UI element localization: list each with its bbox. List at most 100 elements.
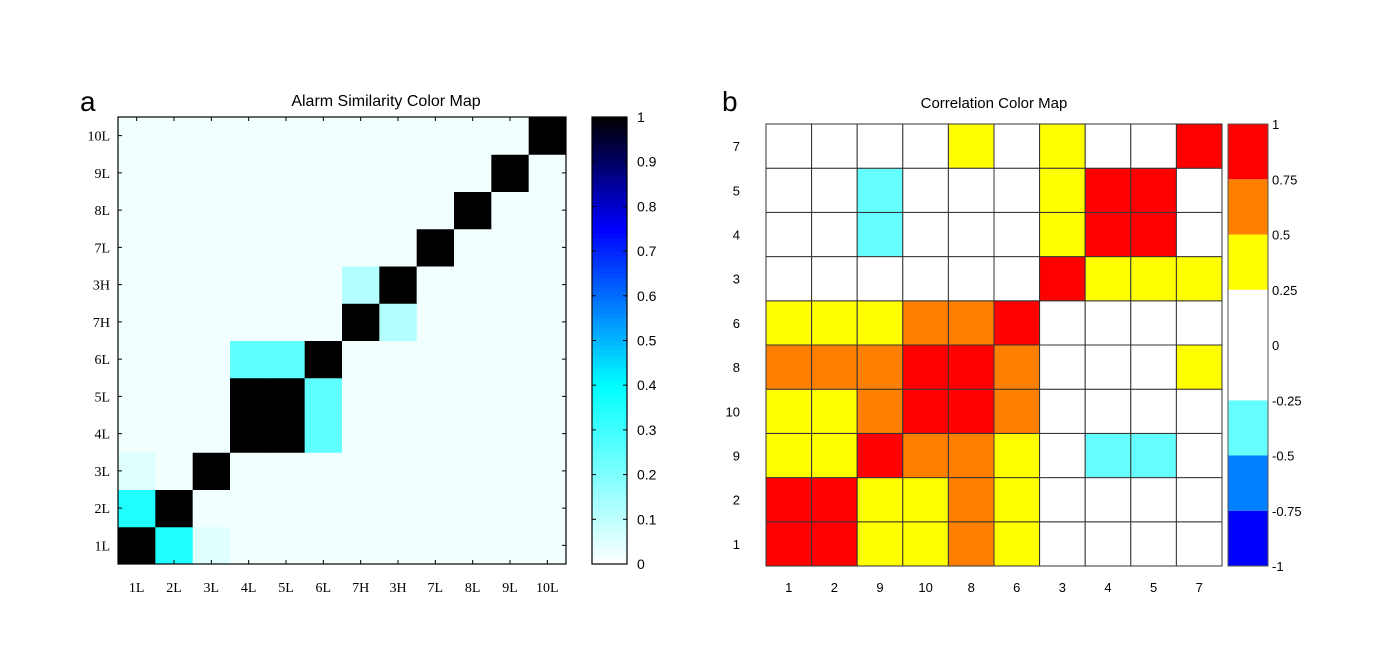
heatmap-cell bbox=[454, 526, 492, 565]
heatmap-cell bbox=[416, 526, 455, 565]
heatmap-cell bbox=[342, 415, 380, 453]
colorbar-tick-label: 0.8 bbox=[637, 198, 657, 214]
heatmap-cell bbox=[118, 303, 156, 341]
heatmap-cell bbox=[765, 256, 813, 302]
y-tick-label: 2 bbox=[733, 493, 740, 508]
heatmap-cell bbox=[1130, 123, 1177, 169]
heatmap-cell bbox=[416, 303, 455, 341]
heatmap-cell bbox=[342, 340, 380, 379]
colorbar-tick-label: 0 bbox=[637, 556, 645, 572]
heatmap-cell bbox=[342, 266, 380, 304]
colorbar-segment bbox=[592, 300, 627, 306]
heatmap-cell bbox=[993, 388, 1041, 434]
heatmap-cell bbox=[304, 452, 343, 490]
heatmap-cell bbox=[155, 415, 194, 453]
heatmap-cell bbox=[902, 256, 949, 302]
colorbar-segment bbox=[592, 492, 627, 498]
panel-a-cells bbox=[118, 117, 567, 565]
heatmap-cell bbox=[491, 415, 530, 453]
heatmap-cell bbox=[811, 300, 858, 346]
y-tick-label: 10L bbox=[87, 130, 110, 145]
heatmap-cell bbox=[118, 526, 156, 565]
colorbar-segment bbox=[592, 546, 627, 552]
heatmap-cell bbox=[304, 340, 343, 379]
colorbar-segment bbox=[592, 389, 627, 395]
colorbar-segment bbox=[592, 510, 627, 516]
heatmap-cell bbox=[1130, 477, 1177, 523]
x-tick-label: 1 bbox=[785, 580, 792, 595]
colorbar-segment bbox=[592, 394, 627, 400]
heatmap-cell bbox=[993, 521, 1041, 567]
x-tick-label: 6 bbox=[1013, 580, 1020, 595]
heatmap-cell bbox=[1175, 521, 1223, 567]
x-tick-label: 5 bbox=[1150, 580, 1157, 595]
colorbar-segment bbox=[592, 206, 627, 212]
heatmap-cell bbox=[1130, 388, 1177, 434]
heatmap-cell bbox=[856, 477, 904, 523]
heatmap-cell bbox=[1175, 123, 1223, 169]
heatmap-cell bbox=[416, 191, 455, 230]
x-tick-label: 7H bbox=[352, 581, 369, 596]
colorbar-bin bbox=[1228, 400, 1268, 456]
heatmap-cell bbox=[1039, 300, 1086, 346]
heatmap-cell bbox=[155, 377, 194, 416]
colorbar-segment bbox=[592, 179, 627, 185]
heatmap-cell bbox=[267, 191, 306, 230]
heatmap-cell bbox=[765, 521, 813, 567]
colorbar-segment bbox=[592, 496, 627, 503]
heatmap-cell bbox=[192, 228, 231, 267]
heatmap-cell bbox=[342, 303, 380, 341]
colorbar-tick-label: 0.2 bbox=[637, 467, 657, 483]
heatmap-cell bbox=[454, 340, 492, 379]
colorbar-tick-label: 0.5 bbox=[637, 333, 657, 349]
panel-b-correlation: b Correlation Color Map 1 2 9 10 8 6 3 4 5 712910… bbox=[722, 86, 1302, 595]
panel-a-title: Alarm Similarity Color Map bbox=[291, 93, 480, 110]
heatmap-cell bbox=[947, 300, 995, 346]
colorbar-segment bbox=[592, 148, 627, 154]
heatmap-cell bbox=[491, 452, 530, 490]
colorbar-segment bbox=[592, 117, 627, 123]
heatmap-cell bbox=[118, 228, 156, 267]
colorbar-segment bbox=[592, 331, 627, 337]
colorbar-segment bbox=[592, 170, 627, 176]
heatmap-cell bbox=[765, 300, 813, 346]
heatmap-cell bbox=[454, 303, 492, 341]
heatmap-cell bbox=[765, 432, 813, 479]
colorbar-segment bbox=[592, 398, 627, 404]
heatmap-cell bbox=[267, 266, 306, 304]
heatmap-cell bbox=[765, 167, 813, 213]
heatmap-cell bbox=[342, 452, 380, 490]
heatmap-cell bbox=[230, 191, 268, 230]
heatmap-cell bbox=[342, 228, 380, 267]
heatmap-cell bbox=[765, 344, 813, 390]
colorbar-segment bbox=[592, 505, 627, 511]
heatmap-cell bbox=[342, 377, 380, 416]
x-tick-label: 9 bbox=[876, 580, 883, 595]
heatmap-cell bbox=[267, 452, 306, 490]
heatmap-cell bbox=[528, 377, 567, 416]
colorbar-segment bbox=[592, 327, 627, 333]
heatmap-cell bbox=[947, 211, 995, 258]
heatmap-cell bbox=[1175, 211, 1223, 258]
y-tick-label: 1 bbox=[733, 537, 740, 552]
x-tick-label: 2 bbox=[831, 580, 838, 595]
heatmap-cell bbox=[856, 300, 904, 346]
heatmap-cell bbox=[811, 167, 858, 213]
colorbar-segment bbox=[592, 161, 627, 167]
heatmap-cell bbox=[1175, 344, 1223, 390]
colorbar-tick-label: 0.3 bbox=[637, 422, 657, 438]
heatmap-cell bbox=[993, 300, 1041, 346]
colorbar-segment bbox=[592, 237, 627, 243]
heatmap-cell bbox=[304, 117, 343, 155]
colorbar-segment bbox=[592, 313, 627, 319]
x-tick-label: 9L bbox=[502, 581, 518, 596]
heatmap-cell bbox=[856, 344, 904, 390]
heatmap-cell bbox=[811, 432, 858, 479]
y-tick-label: 9 bbox=[733, 449, 740, 464]
colorbar-segment bbox=[592, 322, 627, 328]
heatmap-cell bbox=[491, 154, 530, 192]
heatmap-cell bbox=[947, 477, 995, 523]
heatmap-cell bbox=[528, 489, 567, 528]
colorbar-tick-label: -1 bbox=[1272, 559, 1284, 574]
